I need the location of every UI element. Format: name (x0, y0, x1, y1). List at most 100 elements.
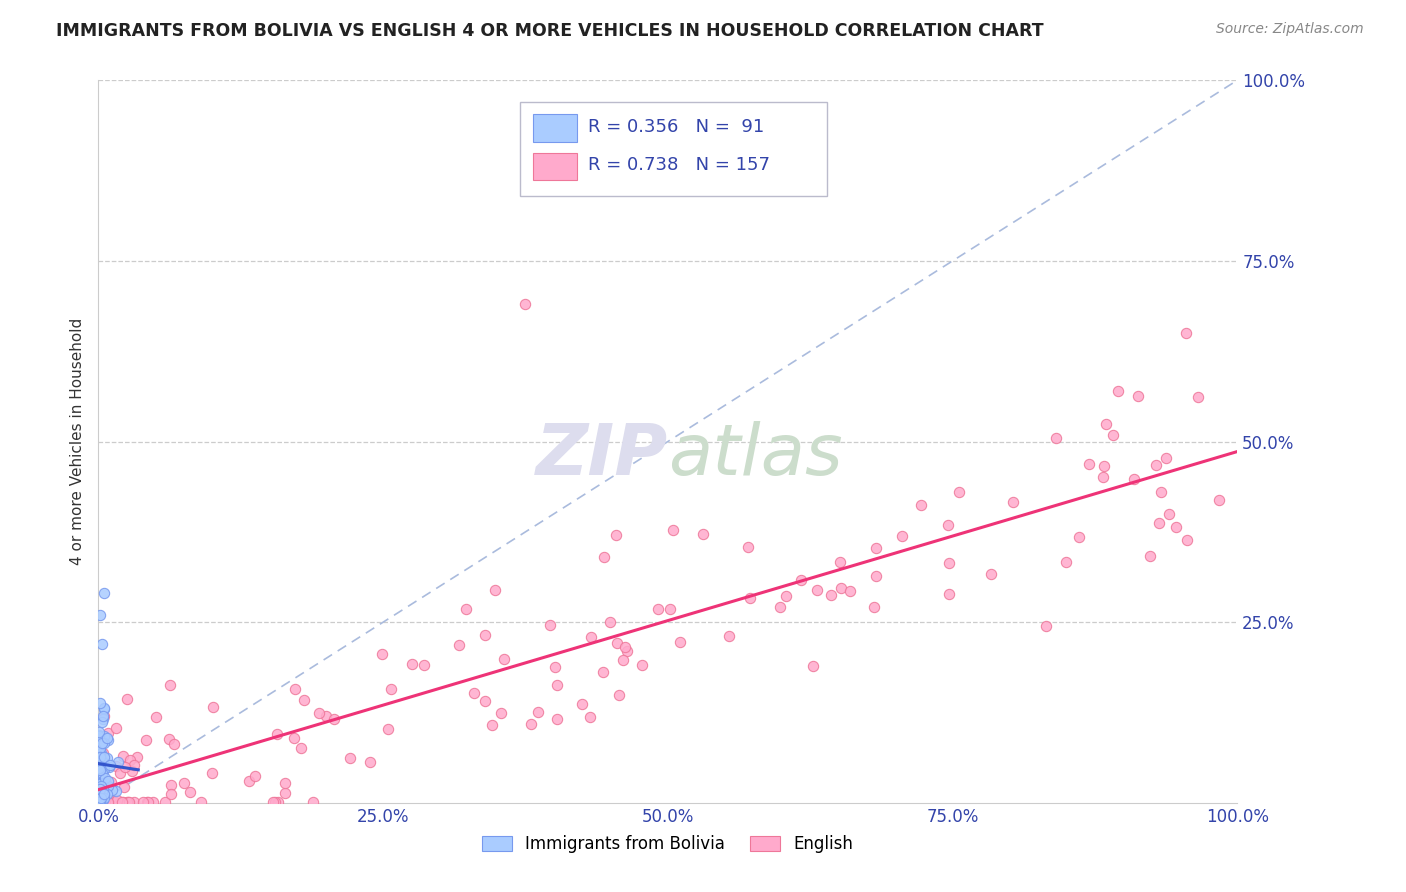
Point (865, 569, 887, 583)
Point (1123, 472, 1146, 486)
Point (91, 732, 114, 747)
Point (114, 760, 136, 774)
Point (474, 694, 496, 708)
Point (546, 712, 568, 726)
Point (1150, 485, 1173, 500)
Point (769, 599, 792, 614)
Point (592, 665, 614, 680)
Point (105, 784, 128, 798)
Point (89, 755, 111, 769)
Point (142, 795, 165, 809)
Point (90, 775, 112, 789)
Point (90, 731, 112, 745)
Point (1078, 457, 1101, 471)
Point (863, 599, 886, 614)
Point (90, 781, 112, 796)
Point (806, 582, 828, 597)
Point (91, 637, 114, 651)
Point (606, 636, 628, 650)
Point (100, 774, 122, 789)
Point (89, 759, 111, 773)
Point (1139, 549, 1161, 563)
Point (96, 795, 118, 809)
Point (89, 749, 111, 764)
Point (90, 766, 112, 780)
Point (136, 795, 159, 809)
Point (87, 782, 110, 797)
Point (87, 777, 110, 791)
Point (89, 777, 111, 791)
Point (273, 786, 295, 800)
Point (157, 731, 180, 746)
Point (98, 758, 121, 772)
Point (87, 795, 110, 809)
Point (90, 759, 112, 773)
Point (89, 753, 111, 767)
Point (96, 750, 118, 764)
Point (104, 795, 127, 809)
Point (262, 795, 284, 809)
Point (775, 589, 797, 603)
Text: atlas: atlas (668, 422, 842, 491)
Point (801, 659, 824, 673)
Point (93, 701, 115, 715)
Point (910, 498, 932, 512)
Point (599, 615, 621, 629)
Point (90, 746, 112, 760)
Point (93, 787, 115, 801)
Point (115, 795, 138, 809)
Point (377, 722, 399, 736)
Point (718, 629, 741, 643)
Point (90, 755, 112, 769)
Point (100, 795, 122, 809)
Point (614, 640, 637, 654)
Point (91, 782, 114, 797)
Point (120, 753, 142, 767)
Point (91, 788, 114, 802)
Point (938, 587, 960, 601)
Point (413, 658, 436, 673)
Point (238, 774, 260, 789)
Point (89, 782, 111, 797)
Point (290, 741, 312, 756)
Point (108, 766, 131, 780)
Point (89, 791, 111, 805)
Point (160, 787, 183, 801)
Text: IMMIGRANTS FROM BOLIVIA VS ENGLISH 4 OR MORE VEHICLES IN HOUSEHOLD CORRELATION C: IMMIGRANTS FROM BOLIVIA VS ENGLISH 4 OR … (56, 22, 1043, 40)
Point (1175, 326, 1198, 340)
Point (339, 751, 361, 765)
Point (90, 783, 112, 797)
Point (91, 795, 114, 809)
Point (91, 793, 114, 807)
Point (91, 755, 114, 769)
Point (111, 795, 134, 809)
Point (93, 732, 115, 747)
Point (89, 750, 111, 764)
Point (543, 659, 565, 673)
Point (243, 769, 266, 783)
Y-axis label: 4 or more Vehicles in Household: 4 or more Vehicles in Household (69, 318, 84, 566)
Point (283, 731, 305, 745)
Point (1175, 533, 1198, 548)
Point (820, 588, 842, 602)
Point (93, 729, 115, 743)
Point (93, 791, 115, 805)
Point (91, 795, 114, 809)
Point (1187, 390, 1209, 404)
Point (89, 766, 111, 780)
Point (612, 652, 634, 666)
Point (631, 658, 654, 673)
Point (489, 706, 512, 720)
Point (87, 761, 110, 775)
Point (447, 639, 470, 653)
Point (173, 776, 195, 790)
Point (839, 584, 862, 599)
Point (592, 549, 614, 564)
Point (538, 618, 561, 632)
Point (201, 700, 224, 714)
Point (284, 682, 307, 697)
Point (115, 692, 138, 706)
Point (1001, 495, 1024, 509)
Point (97, 774, 120, 789)
Point (90, 779, 112, 793)
